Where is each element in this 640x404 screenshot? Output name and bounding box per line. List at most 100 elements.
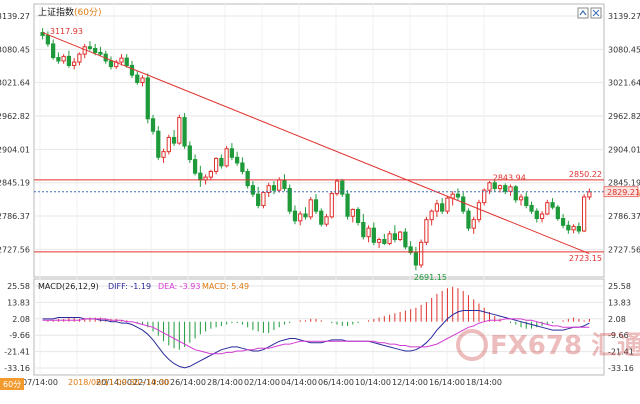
candle-up	[587, 191, 592, 198]
price-tick-right: 3139.27	[608, 12, 640, 21]
candle-up	[539, 213, 545, 220]
candle-down	[124, 57, 129, 66]
price-tick-left: 3139.27	[0, 12, 30, 21]
candle-down	[192, 159, 198, 174]
macd-dea-line	[42, 318, 590, 355]
candle-up	[434, 203, 440, 212]
candle-up	[482, 189, 487, 204]
macd-tick-right: 2.08	[608, 315, 626, 324]
candle-up	[487, 182, 492, 191]
macd-tick-right: -21.41	[608, 348, 634, 357]
macd-tick-right: -9.66	[608, 331, 629, 340]
candle-down	[87, 46, 93, 49]
candle-down	[345, 193, 350, 217]
candle-down	[135, 74, 140, 83]
candle-up	[266, 185, 271, 193]
candle-down	[461, 196, 466, 212]
candle-down	[150, 118, 156, 132]
macd-tick-right: 25.58	[608, 282, 631, 291]
macd-diff-line	[42, 310, 590, 369]
macd-legend-dea: DEA: -3.93	[158, 282, 200, 291]
candle-up	[545, 202, 550, 215]
candle-up	[308, 199, 313, 218]
time-tick: 18/14:00	[466, 378, 502, 387]
candle-up	[77, 53, 82, 63]
chart-overlays: 3117.932691.152843.942850.222723.152895.…	[34, 27, 640, 282]
candle-up	[518, 196, 524, 201]
candlestick-series	[40, 28, 592, 271]
price-tick-left: 3021.64	[0, 79, 30, 88]
candle-down	[560, 218, 566, 226]
candle-up	[571, 225, 576, 231]
candle-up	[298, 213, 303, 222]
macd-tick-right: -33.16	[608, 364, 634, 373]
candle-up	[261, 191, 266, 206]
candle-down	[171, 136, 177, 144]
current-price-badge	[603, 186, 639, 198]
price-panel-frame	[33, 3, 605, 278]
candle-down	[282, 179, 287, 189]
time-tick: 16/14:00	[429, 378, 465, 387]
trendline	[42, 32, 590, 255]
candle-down	[455, 193, 461, 198]
candle-down	[524, 196, 529, 206]
price-tick-right: 2845.19	[608, 179, 640, 188]
macd-tick-left: 2.08	[12, 315, 30, 324]
price-gridlines	[34, 15, 604, 250]
fullscreen-icon[interactable]	[590, 7, 602, 19]
candle-down	[229, 148, 235, 158]
candle-down	[245, 170, 250, 187]
candle-up	[334, 180, 340, 195]
price-tick-left: 2845.19	[0, 179, 30, 188]
candle-down	[93, 47, 98, 53]
macd-tick-right: 13.83	[608, 298, 631, 307]
candle-down	[555, 206, 560, 220]
macd-legend-macd: MACD: 5.49	[202, 282, 249, 291]
candle-up	[376, 238, 382, 243]
candle-up	[387, 233, 392, 244]
support-label: 2723.15	[569, 254, 602, 263]
price-tick-left: 2962.82	[0, 112, 30, 121]
candle-down	[440, 203, 445, 212]
candle-down	[182, 117, 187, 147]
time-tick: 06/14:00	[318, 378, 354, 387]
macd-tick-left: -21.41	[4, 348, 30, 357]
candle-down	[466, 210, 471, 229]
candle-down	[129, 64, 135, 76]
candle-up	[471, 219, 476, 229]
candle-up	[119, 57, 124, 63]
candle-down	[408, 246, 413, 254]
time-tick: 02/14:00	[244, 378, 280, 387]
candle-up	[497, 185, 503, 189]
price-axis: 3139.27 3139.27 3080.45 3080.45 3021.64 3021.…	[0, 12, 640, 254]
candle-down	[534, 210, 539, 220]
candle-down	[355, 208, 361, 223]
candle-down	[503, 185, 508, 192]
candle-down	[66, 55, 72, 66]
candle-up	[366, 227, 371, 238]
resistance-label: 2850.22	[569, 170, 602, 179]
candle-up	[424, 219, 429, 243]
period-badge[interactable]	[0, 378, 24, 390]
macd-panel-frame	[33, 278, 605, 376]
candle-up	[419, 241, 424, 266]
candle-up	[140, 77, 145, 83]
settings-icon[interactable]	[577, 7, 589, 19]
candle-down	[550, 202, 555, 208]
time-tick: 04/14:00	[281, 378, 317, 387]
low-label: 2691.15	[414, 273, 447, 282]
period-badge-label[interactable]: 60分	[3, 380, 21, 389]
candle-up	[350, 208, 355, 217]
watermark-text: FX678 汇通网	[490, 331, 640, 361]
candle-up	[476, 202, 482, 221]
price-tick-right: 2727.56	[608, 245, 640, 254]
candle-up	[61, 55, 66, 62]
candle-down	[271, 185, 277, 191]
macd-gridlines	[34, 4, 604, 375]
watermark-logo-icon	[456, 329, 488, 361]
candle-down	[235, 156, 240, 164]
candle-down	[513, 186, 518, 201]
candle-up	[429, 210, 434, 221]
